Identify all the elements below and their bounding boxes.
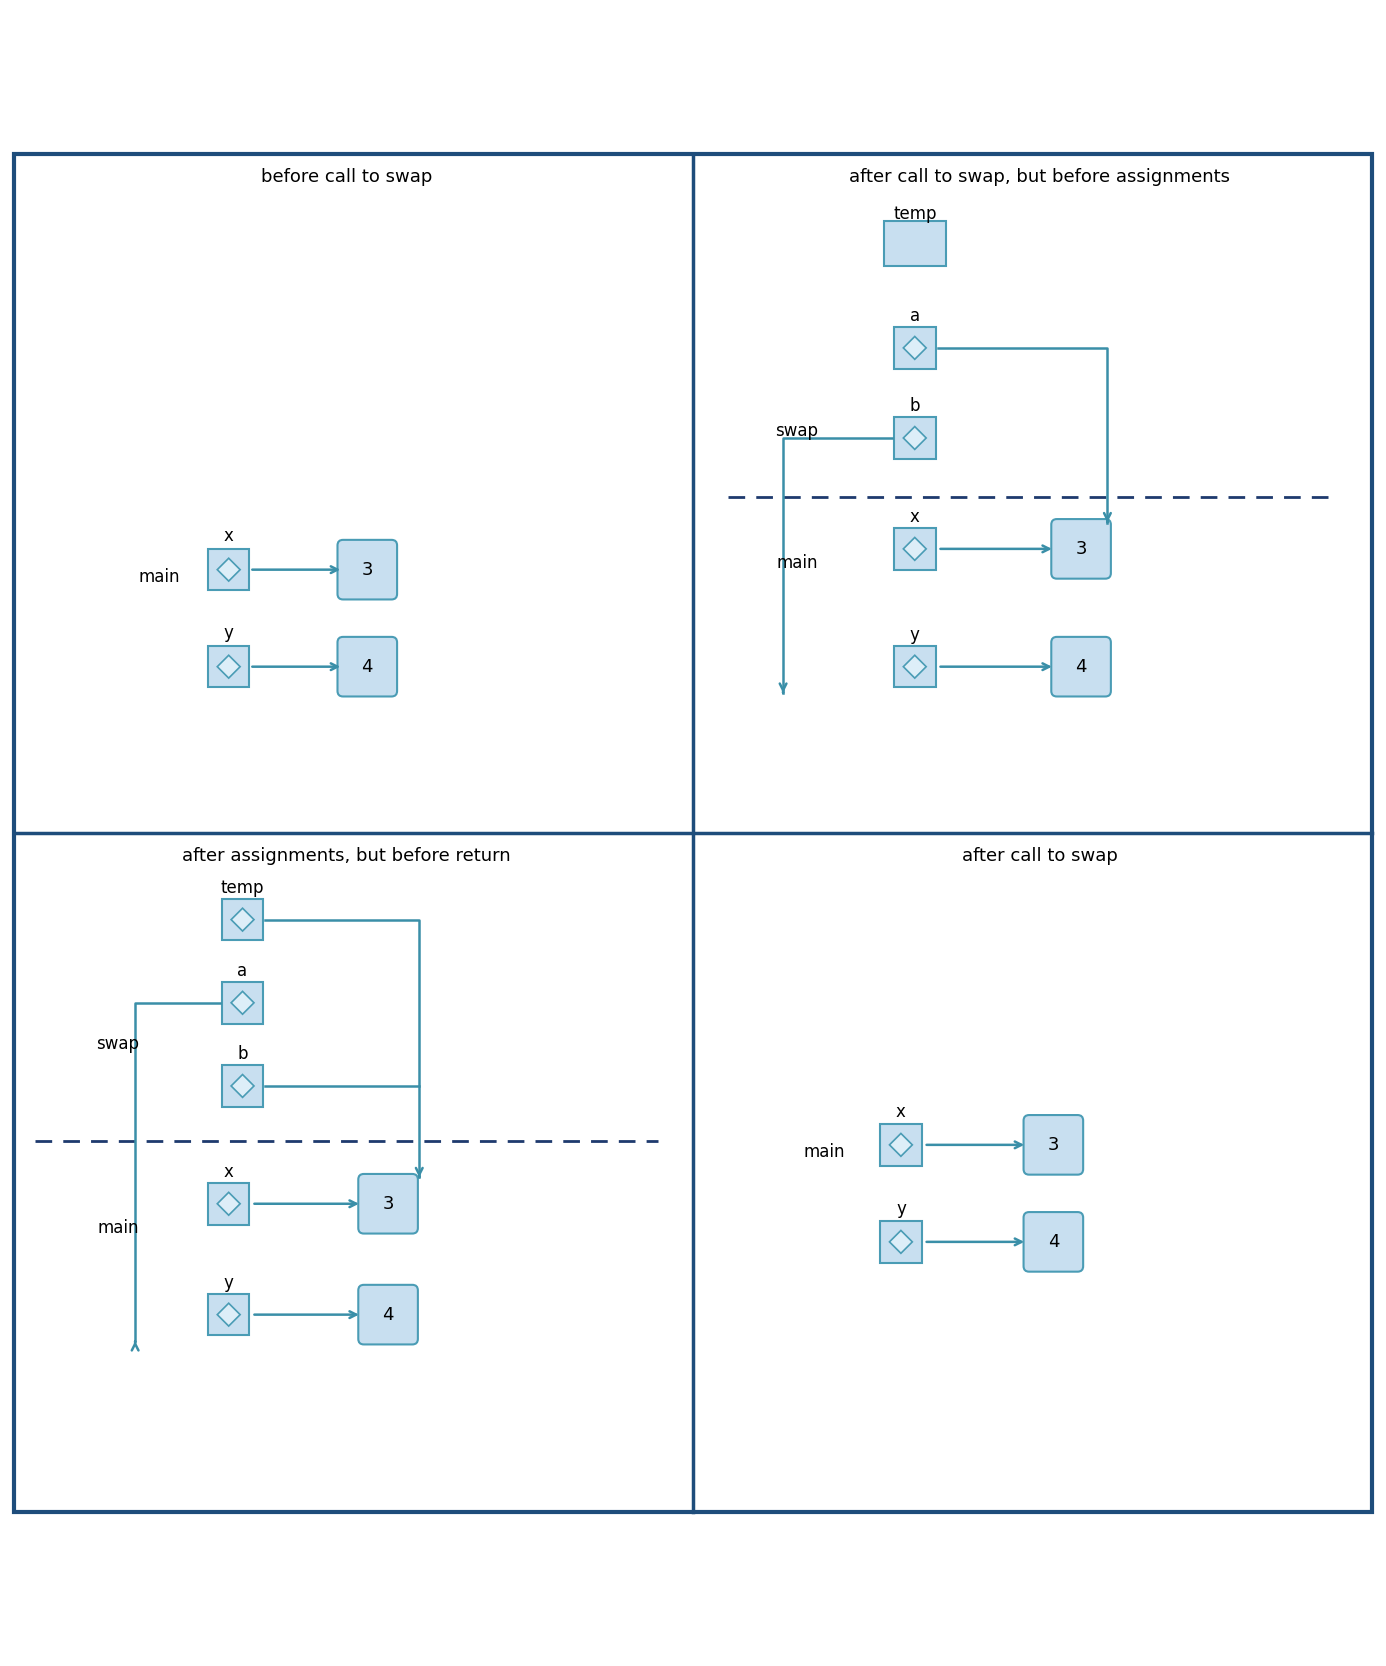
Polygon shape [218, 1303, 240, 1326]
Polygon shape [231, 908, 254, 931]
Polygon shape [890, 1133, 912, 1156]
Polygon shape [218, 558, 240, 581]
Bar [222, 981, 263, 1023]
Polygon shape [231, 991, 254, 1015]
Text: main: main [139, 568, 180, 585]
Bar [894, 528, 936, 570]
Text: 3: 3 [362, 561, 373, 578]
Text: b: b [909, 397, 920, 415]
Text: y: y [909, 626, 920, 643]
Bar [884, 222, 945, 267]
Text: x: x [909, 508, 920, 526]
Text: main: main [97, 1220, 139, 1238]
Text: 4: 4 [383, 1306, 394, 1323]
Polygon shape [218, 655, 240, 678]
Bar [222, 1065, 263, 1106]
Text: y: y [223, 1274, 234, 1291]
Bar [222, 900, 263, 940]
Text: y: y [223, 625, 234, 643]
Polygon shape [904, 655, 926, 678]
FancyBboxPatch shape [338, 636, 396, 696]
Polygon shape [904, 337, 926, 360]
Bar [208, 1183, 249, 1225]
FancyBboxPatch shape [1052, 636, 1112, 696]
Text: main: main [804, 1143, 845, 1161]
Text: b: b [237, 1045, 248, 1063]
FancyBboxPatch shape [1052, 520, 1112, 578]
Text: a: a [237, 961, 248, 980]
FancyBboxPatch shape [1023, 1115, 1084, 1175]
FancyBboxPatch shape [358, 1175, 419, 1233]
Text: y: y [895, 1200, 906, 1218]
Bar [894, 646, 936, 688]
Text: temp: temp [220, 878, 265, 896]
Polygon shape [218, 1193, 240, 1215]
Bar [894, 327, 936, 368]
Bar [208, 548, 249, 590]
Text: x: x [223, 1163, 234, 1181]
Text: swap: swap [775, 421, 818, 440]
FancyBboxPatch shape [338, 540, 396, 600]
Text: after assignments, but before return: after assignments, but before return [182, 846, 511, 865]
Text: after call to swap, but before assignments: after call to swap, but before assignmen… [850, 168, 1229, 185]
Text: main: main [776, 553, 818, 571]
Polygon shape [904, 538, 926, 560]
Text: 4: 4 [362, 658, 373, 676]
Text: swap: swap [96, 1035, 139, 1053]
Polygon shape [231, 1075, 254, 1098]
Bar [208, 646, 249, 688]
Text: 3: 3 [383, 1195, 394, 1213]
FancyBboxPatch shape [358, 1284, 419, 1344]
Text: 3: 3 [1076, 540, 1087, 558]
Bar [880, 1221, 922, 1263]
Text: x: x [223, 528, 234, 545]
Text: a: a [909, 307, 920, 325]
Polygon shape [904, 426, 926, 450]
Text: temp: temp [893, 205, 937, 223]
Text: before call to swap: before call to swap [261, 168, 432, 185]
Text: 4: 4 [1048, 1233, 1059, 1251]
FancyBboxPatch shape [1023, 1213, 1084, 1271]
Bar [880, 1125, 922, 1166]
Bar [208, 1294, 249, 1336]
Text: 3: 3 [1048, 1136, 1059, 1155]
Text: after call to swap: after call to swap [962, 846, 1117, 865]
Bar [894, 416, 936, 458]
Polygon shape [890, 1231, 912, 1253]
Text: x: x [895, 1103, 906, 1121]
Text: 4: 4 [1076, 658, 1087, 676]
